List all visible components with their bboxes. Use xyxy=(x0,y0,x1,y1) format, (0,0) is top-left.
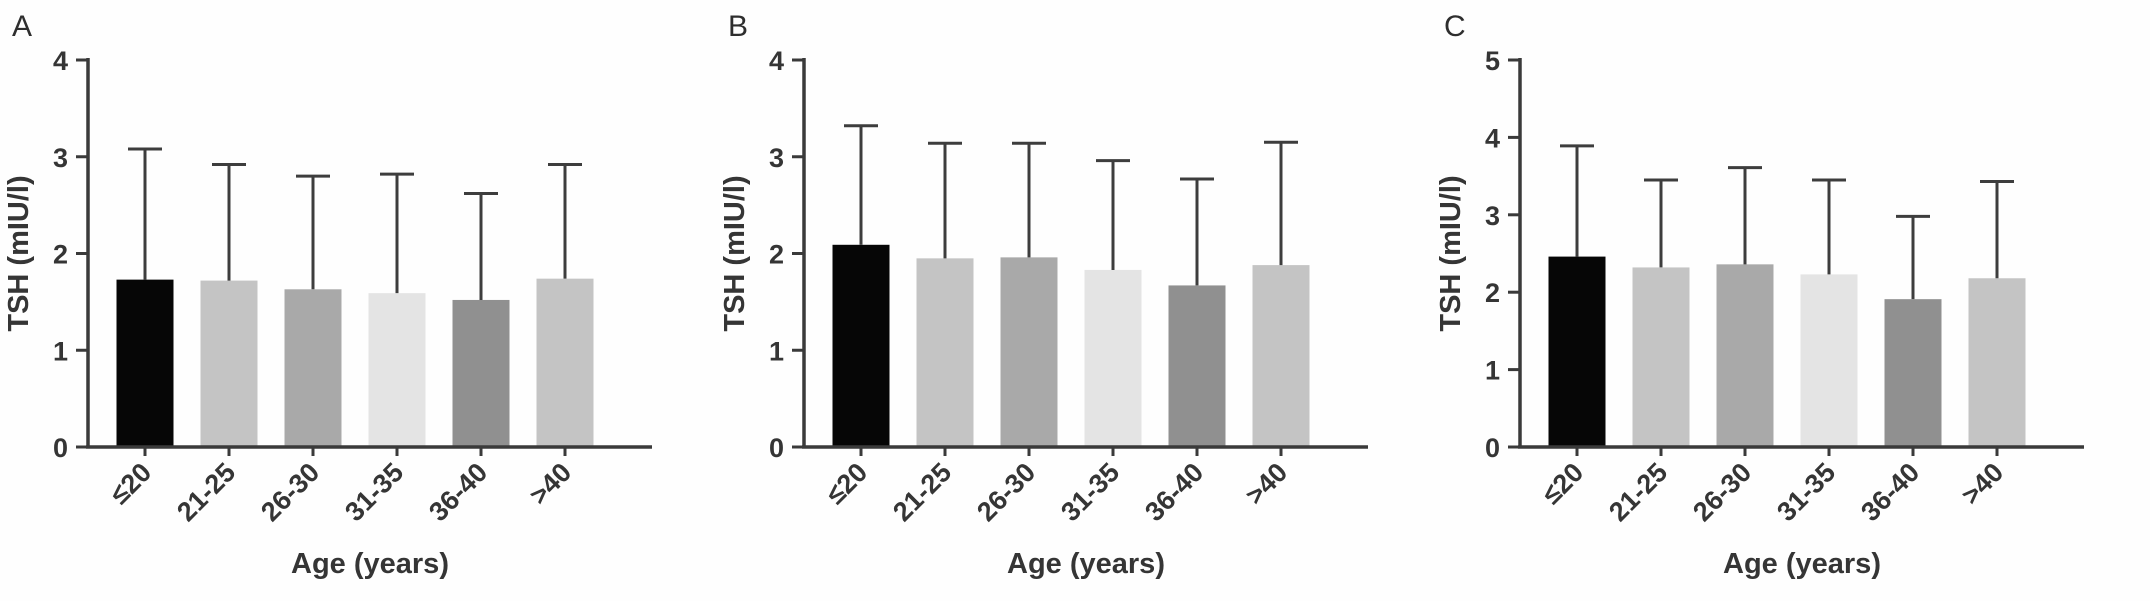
bar-31-35 xyxy=(368,293,426,447)
y-tick-label: 1 xyxy=(769,336,784,366)
y-axis-title: TSH (mIU/l) xyxy=(3,175,35,331)
y-tick-label: 2 xyxy=(53,240,68,270)
bar-≤20 xyxy=(116,279,174,447)
y-tick-label: 4 xyxy=(1485,123,1500,153)
y-tick-label: 1 xyxy=(1485,356,1500,386)
bar-21-25 xyxy=(200,280,258,447)
y-tick-label: 0 xyxy=(1485,433,1500,463)
chart-panel-c: ≤20 21-25 26-30 31-35 36-40 >40 0 1 2 3 4 5 TSH (mIU… xyxy=(1435,10,2084,580)
bar-31-35 xyxy=(1084,269,1142,447)
bar->40 xyxy=(536,278,594,447)
x-axis-title: Age (years) xyxy=(291,548,449,580)
bar-26-30 xyxy=(1716,264,1774,447)
bar->40 xyxy=(1968,278,2026,447)
x-tick-label: 36-40 xyxy=(1855,457,1925,527)
y-tick-label: 2 xyxy=(1485,278,1500,308)
bar-36-40 xyxy=(1168,285,1226,447)
panel-letter: A xyxy=(12,10,32,43)
y-axis-title: TSH (mIU/l) xyxy=(719,175,751,331)
y-tick-label: 0 xyxy=(769,433,784,463)
y-tick-label: 2 xyxy=(769,240,784,270)
x-tick-label: 26-30 xyxy=(255,457,325,527)
bar-36-40 xyxy=(452,299,510,447)
bar-36-40 xyxy=(1884,299,1942,447)
y-tick-label: 5 xyxy=(1485,46,1500,76)
y-tick-label: 0 xyxy=(53,433,68,463)
y-tick-label: 3 xyxy=(769,143,784,173)
bar-26-30 xyxy=(284,289,342,447)
x-tick-label: 21-25 xyxy=(171,457,241,527)
panel-b: ≤20 21-25 26-30 31-35 36-40 >40 0 1 2 3 4 TSH (mIU/… xyxy=(716,0,1432,601)
y-tick-label: 4 xyxy=(53,46,68,76)
panel-a: ≤20 21-25 26-30 31-35 36-40 >40 0 1 2 3 4 TSH (mIU/… xyxy=(0,0,716,601)
y-tick-label: 1 xyxy=(53,336,68,366)
bar-≤20 xyxy=(832,244,890,447)
bar-21-25 xyxy=(1632,267,1690,447)
bar->40 xyxy=(1252,265,1310,447)
x-tick-label: 21-25 xyxy=(1603,457,1673,527)
x-tick-label: 26-30 xyxy=(971,457,1041,527)
panel-c: ≤20 21-25 26-30 31-35 36-40 >40 0 1 2 3 4 5 TSH (mIU… xyxy=(1432,0,2148,601)
chart-panel-a: ≤20 21-25 26-30 31-35 36-40 >40 0 1 2 3 4 TSH (mIU/… xyxy=(3,10,652,580)
x-tick-label: >40 xyxy=(1240,457,1294,511)
x-tick-label: 31-35 xyxy=(339,457,409,527)
chart-panel-b: ≤20 21-25 26-30 31-35 36-40 >40 0 1 2 3 4 TSH (mIU/… xyxy=(719,10,1368,580)
y-tick-label: 3 xyxy=(53,143,68,173)
panel-letter: B xyxy=(728,10,748,43)
bar-31-35 xyxy=(1800,274,1858,447)
x-tick-label: 21-25 xyxy=(887,457,957,527)
bar-≤20 xyxy=(1548,256,1606,447)
y-tick-label: 4 xyxy=(769,46,784,76)
y-tick-label: 3 xyxy=(1485,201,1500,231)
y-axis-title: TSH (mIU/l) xyxy=(1435,175,1467,331)
x-tick-label: ≤20 xyxy=(104,457,157,510)
x-tick-label: 26-30 xyxy=(1687,457,1757,527)
x-tick-label: 36-40 xyxy=(423,457,493,527)
x-tick-label: 36-40 xyxy=(1139,457,1209,527)
x-axis-title: Age (years) xyxy=(1007,548,1165,580)
x-tick-label: >40 xyxy=(1956,457,2010,511)
panel-letter: C xyxy=(1444,10,1466,43)
x-tick-label: 31-35 xyxy=(1771,457,1841,527)
x-tick-label: >40 xyxy=(524,457,578,511)
x-tick-label: 31-35 xyxy=(1055,457,1125,527)
bar-21-25 xyxy=(916,258,974,447)
bar-26-30 xyxy=(1000,257,1058,447)
x-axis-title: Age (years) xyxy=(1723,548,1881,580)
x-tick-label: ≤20 xyxy=(1536,457,1589,510)
x-tick-label: ≤20 xyxy=(820,457,873,510)
